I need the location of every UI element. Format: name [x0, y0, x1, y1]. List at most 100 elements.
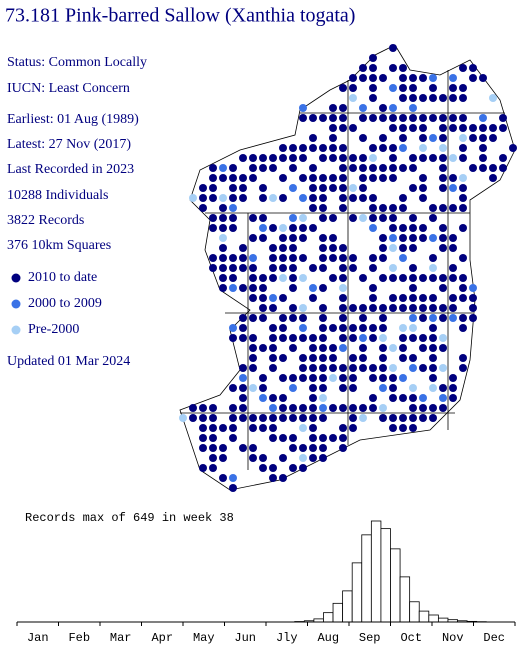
record-dot: [489, 174, 497, 182]
record-dot: [289, 384, 297, 392]
record-dot: [419, 404, 427, 412]
record-dot: [399, 204, 407, 212]
record-dot: [249, 234, 257, 242]
record-dot: [339, 84, 347, 92]
record-dot: [309, 144, 317, 152]
record-dot: [469, 304, 477, 312]
record-dot: [389, 154, 397, 162]
bar: [323, 612, 334, 623]
record-dot: [349, 184, 357, 192]
info-line: Latest: 27 Nov (2017): [7, 137, 131, 152]
record-dot: [369, 64, 377, 72]
record-dot: [329, 234, 337, 242]
record-dot: [459, 314, 467, 322]
record-dot: [349, 364, 357, 372]
record-dot: [459, 114, 467, 122]
record-dot: [219, 264, 227, 272]
legend-label: Pre-2000: [28, 322, 79, 337]
record-dot: [299, 304, 307, 312]
record-dot: [339, 424, 347, 432]
record-dot: [359, 114, 367, 122]
record-dot: [479, 144, 487, 152]
record-dot: [459, 184, 467, 192]
record-dot: [359, 214, 367, 222]
record-dot: [399, 334, 407, 342]
record-dot: [399, 414, 407, 422]
record-dot: [459, 174, 467, 182]
record-dot: [469, 124, 477, 132]
record-dot: [199, 194, 207, 202]
record-dot: [259, 374, 267, 382]
record-dot: [389, 424, 397, 432]
record-dot: [289, 334, 297, 342]
record-dot: [329, 354, 337, 362]
record-dot: [219, 174, 227, 182]
record-dot: [449, 94, 457, 102]
record-dot: [399, 254, 407, 262]
record-dot: [239, 364, 247, 372]
record-dot: [409, 324, 417, 332]
record-dot: [269, 394, 277, 402]
record-dot: [269, 434, 277, 442]
record-dot: [309, 344, 317, 352]
record-dot: [409, 394, 417, 402]
record-dot: [199, 404, 207, 412]
record-dot: [359, 324, 367, 332]
record-dot: [459, 274, 467, 282]
record-dot: [299, 214, 307, 222]
record-dot: [259, 414, 267, 422]
record-dot: [289, 344, 297, 352]
record-dot: [399, 64, 407, 72]
record-dot: [319, 114, 327, 122]
bar: [361, 534, 372, 623]
record-dot: [259, 314, 267, 322]
record-dot: [399, 224, 407, 232]
record-dot: [239, 174, 247, 182]
record-dot: [439, 364, 447, 372]
record-dot: [279, 254, 287, 262]
legend-swatch: [11, 273, 21, 283]
record-dot: [359, 74, 367, 82]
record-dot: [259, 384, 267, 392]
record-dot: [429, 294, 437, 302]
record-dot: [419, 294, 427, 302]
record-dot: [439, 224, 447, 232]
record-dot: [379, 384, 387, 392]
record-dot: [259, 294, 267, 302]
record-dot: [199, 204, 207, 212]
record-dot: [459, 154, 467, 162]
record-dot: [329, 244, 337, 252]
record-dot: [409, 334, 417, 342]
record-dot: [329, 174, 337, 182]
record-dot: [369, 324, 377, 332]
record-dot: [439, 164, 447, 172]
record-dot: [209, 444, 217, 452]
record-dot: [209, 434, 217, 442]
record-dot: [359, 164, 367, 172]
record-dot: [399, 144, 407, 152]
record-dot: [299, 104, 307, 112]
record-dot: [289, 464, 297, 472]
record-dot: [339, 194, 347, 202]
record-dot: [299, 324, 307, 332]
record-dot: [459, 204, 467, 212]
record-dot: [299, 144, 307, 152]
record-dot: [179, 414, 187, 422]
record-dot: [289, 414, 297, 422]
record-dot: [409, 224, 417, 232]
record-dot: [229, 184, 237, 192]
record-dot: [229, 414, 237, 422]
record-dot: [429, 84, 437, 92]
record-dot: [289, 184, 297, 192]
record-dot: [439, 244, 447, 252]
record-dot: [319, 184, 327, 192]
record-dot: [269, 404, 277, 412]
record-dot: [279, 324, 287, 332]
record-dot: [259, 184, 267, 192]
record-dot: [449, 304, 457, 312]
record-dot: [389, 414, 397, 422]
record-dot: [379, 374, 387, 382]
record-dot: [299, 354, 307, 362]
map: [179, 44, 517, 492]
record-dot: [299, 424, 307, 432]
